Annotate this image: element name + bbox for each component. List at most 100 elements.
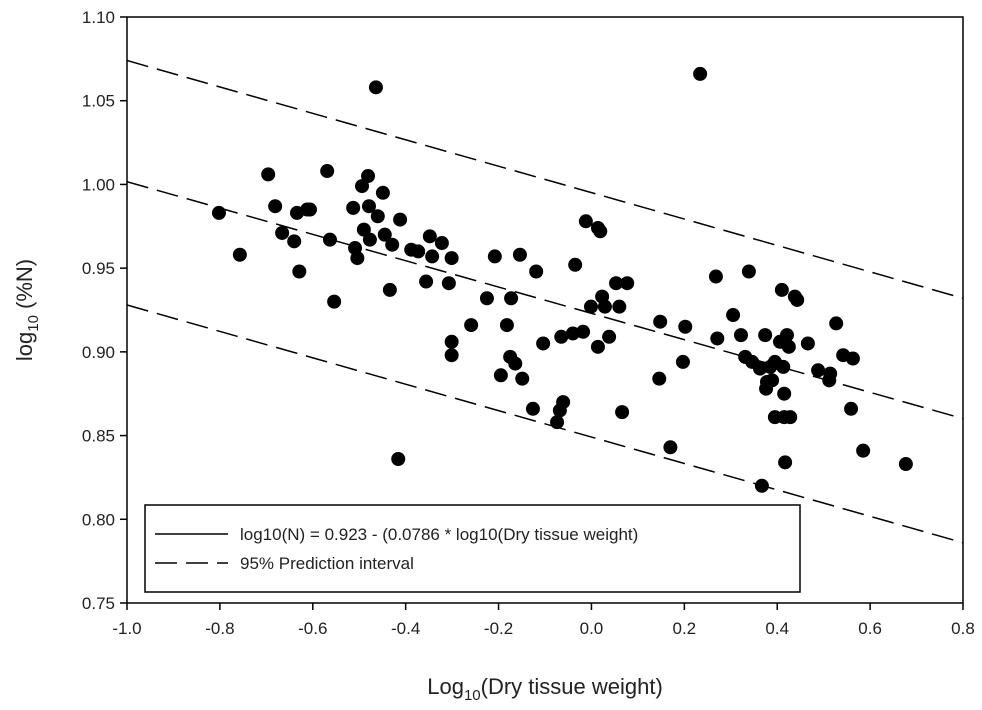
- x-tick-label: 0.4: [765, 619, 789, 638]
- plot-frame: [126, 16, 964, 604]
- point: [525, 401, 540, 416]
- point: [898, 457, 913, 472]
- x-tick-label: -1.0: [112, 619, 141, 638]
- x-tick-label: 0.6: [858, 619, 882, 638]
- x-tick-label: -0.4: [391, 619, 420, 638]
- y-tick-label: 0.95: [82, 259, 115, 278]
- point: [355, 179, 370, 194]
- point: [529, 264, 544, 279]
- point: [597, 299, 612, 314]
- point: [710, 331, 725, 346]
- point: [504, 291, 519, 306]
- point: [593, 224, 608, 239]
- point: [391, 452, 406, 467]
- point: [512, 247, 527, 262]
- y-label-sub: 10: [25, 315, 42, 332]
- point: [708, 269, 723, 284]
- point: [811, 363, 826, 378]
- point: [823, 366, 838, 381]
- y-tick-label: 1.00: [82, 175, 115, 194]
- y-label-rest: (%N): [12, 259, 37, 315]
- point: [758, 328, 773, 343]
- point: [493, 368, 508, 383]
- point: [609, 276, 624, 291]
- point: [776, 359, 791, 374]
- point: [568, 257, 583, 272]
- x-label-sub: 10: [464, 687, 481, 704]
- y-tick-label: 0.90: [82, 343, 115, 362]
- point: [411, 244, 426, 259]
- point: [487, 249, 502, 264]
- point: [375, 185, 390, 200]
- point: [760, 374, 775, 389]
- point: [444, 348, 459, 363]
- point: [370, 209, 385, 224]
- point: [425, 249, 440, 264]
- point: [356, 222, 371, 237]
- point: [583, 299, 598, 314]
- point: [327, 294, 342, 309]
- point: [602, 329, 617, 344]
- point: [678, 319, 693, 334]
- point: [829, 316, 844, 331]
- y-axis-label: log10 (%N): [12, 259, 42, 361]
- point: [779, 328, 794, 343]
- point: [844, 401, 859, 416]
- point: [778, 455, 793, 470]
- legend: log10(N) = 0.923 - (0.0786 * log10(Dry t…: [144, 504, 801, 593]
- point: [441, 276, 456, 291]
- point: [211, 205, 226, 220]
- point: [444, 251, 459, 266]
- y-tick-label: 1.10: [82, 8, 115, 27]
- x-tick-label: -0.2: [484, 619, 513, 638]
- y-tick-label: 0.85: [82, 427, 115, 446]
- point: [663, 440, 678, 455]
- point: [620, 276, 635, 291]
- point: [754, 478, 769, 493]
- y-tick-label: 0.75: [82, 594, 115, 613]
- point: [361, 199, 376, 214]
- point: [419, 274, 434, 289]
- point: [499, 318, 514, 333]
- y-tick-label: 0.80: [82, 510, 115, 529]
- point: [856, 443, 871, 458]
- point: [322, 232, 337, 247]
- y-tick-label: 1.05: [82, 92, 115, 111]
- point: [377, 227, 392, 242]
- point: [382, 282, 397, 297]
- point: [590, 339, 605, 354]
- point: [726, 308, 741, 323]
- point: [302, 202, 317, 217]
- point: [361, 169, 376, 184]
- point: [653, 314, 668, 329]
- x-tick-label: 0.8: [951, 619, 975, 638]
- point: [612, 299, 627, 314]
- regression-line: [126, 181, 964, 420]
- point: [479, 291, 494, 306]
- x-tick-label: 0.2: [673, 619, 697, 638]
- x-label-rest: (Dry tissue weight): [481, 674, 663, 699]
- point: [422, 229, 437, 244]
- point: [693, 66, 708, 81]
- point: [774, 282, 789, 297]
- point: [362, 232, 377, 247]
- point: [434, 236, 449, 251]
- y-label-base: log: [12, 332, 37, 361]
- x-label-base: Log: [427, 674, 464, 699]
- legend-label: log10(N) = 0.923 - (0.0786 * log10(Dry t…: [240, 525, 638, 544]
- point: [783, 410, 798, 425]
- point: [576, 324, 591, 339]
- points: [211, 66, 913, 493]
- point: [287, 234, 302, 249]
- point: [578, 214, 593, 229]
- point: [675, 354, 690, 369]
- point: [615, 405, 630, 420]
- point: [550, 415, 565, 430]
- point: [536, 336, 551, 351]
- legend-box: [144, 504, 801, 593]
- point: [554, 329, 569, 344]
- x-axis-label: Log10(Dry tissue weight): [427, 674, 663, 704]
- point: [350, 251, 365, 266]
- point: [800, 336, 815, 351]
